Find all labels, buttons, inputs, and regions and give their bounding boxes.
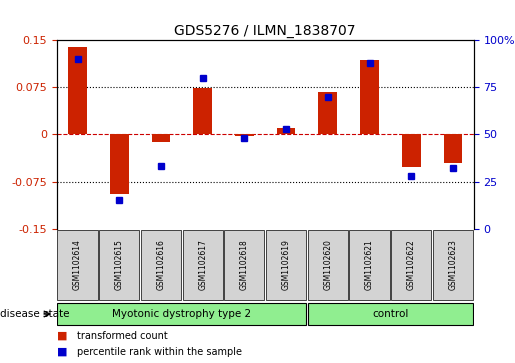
- Bar: [308, 302, 473, 325]
- Bar: [99, 230, 139, 300]
- Bar: [266, 230, 306, 300]
- Text: ■: ■: [57, 347, 67, 357]
- Bar: [402, 134, 421, 167]
- Text: GSM1102622: GSM1102622: [407, 240, 416, 290]
- Bar: [68, 48, 87, 134]
- Text: GSM1102618: GSM1102618: [240, 240, 249, 290]
- Bar: [277, 128, 296, 134]
- Bar: [308, 230, 348, 300]
- Bar: [151, 134, 170, 143]
- Text: GSM1102621: GSM1102621: [365, 240, 374, 290]
- Bar: [183, 230, 222, 300]
- Bar: [360, 60, 379, 134]
- Text: GSM1102615: GSM1102615: [115, 240, 124, 290]
- Bar: [235, 134, 254, 136]
- Bar: [193, 88, 212, 134]
- Text: percentile rank within the sample: percentile rank within the sample: [77, 347, 242, 357]
- Text: control: control: [372, 309, 408, 319]
- Bar: [58, 230, 97, 300]
- Bar: [443, 134, 462, 163]
- Title: GDS5276 / ILMN_1838707: GDS5276 / ILMN_1838707: [175, 24, 356, 37]
- Text: disease state: disease state: [0, 309, 70, 319]
- Bar: [433, 230, 473, 300]
- Text: transformed count: transformed count: [77, 331, 168, 341]
- Bar: [350, 230, 389, 300]
- Bar: [318, 91, 337, 134]
- Bar: [58, 302, 306, 325]
- Text: GSM1102623: GSM1102623: [449, 240, 457, 290]
- Bar: [110, 134, 129, 194]
- Bar: [391, 230, 431, 300]
- Text: GSM1102617: GSM1102617: [198, 240, 207, 290]
- Bar: [141, 230, 181, 300]
- Text: GSM1102619: GSM1102619: [282, 240, 290, 290]
- Text: GSM1102614: GSM1102614: [73, 240, 82, 290]
- Text: GSM1102620: GSM1102620: [323, 240, 332, 290]
- Text: Myotonic dystrophy type 2: Myotonic dystrophy type 2: [112, 309, 251, 319]
- Text: GSM1102616: GSM1102616: [157, 240, 165, 290]
- Text: ■: ■: [57, 331, 67, 341]
- Bar: [225, 230, 264, 300]
